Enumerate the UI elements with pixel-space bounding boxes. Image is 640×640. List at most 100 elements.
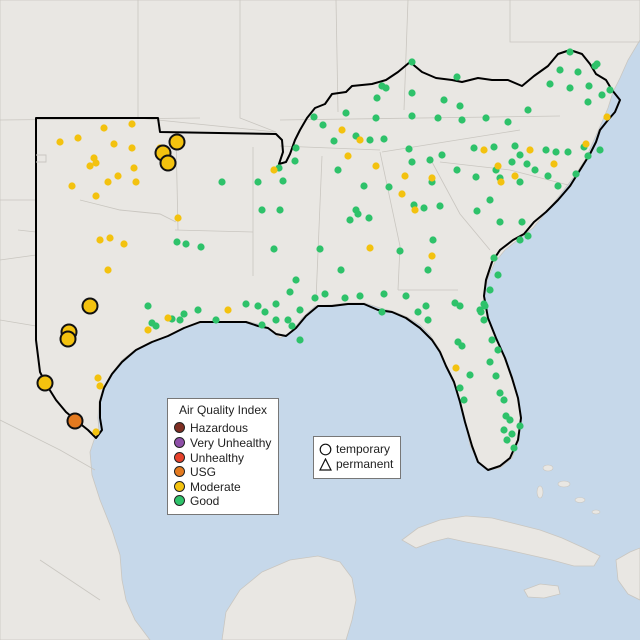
good-monitor-dot[interactable] [408, 58, 416, 66]
moderate-monitor-dot[interactable] [398, 190, 406, 198]
moderate-monitor-dot[interactable] [120, 240, 128, 248]
good-monitor-dot[interactable] [316, 245, 324, 253]
moderate-monitor-dot[interactable] [92, 192, 100, 200]
good-monitor-dot[interactable] [606, 86, 614, 94]
moderate-monitor-large[interactable] [81, 297, 99, 315]
good-monitor-dot[interactable] [408, 158, 416, 166]
moderate-monitor-dot[interactable] [104, 266, 112, 274]
good-monitor-dot[interactable] [511, 142, 519, 150]
good-monitor-dot[interactable] [486, 286, 494, 294]
moderate-monitor-dot[interactable] [74, 134, 82, 142]
good-monitor-dot[interactable] [482, 114, 490, 122]
good-monitor-dot[interactable] [481, 302, 489, 310]
good-monitor-dot[interactable] [500, 426, 508, 434]
good-monitor-dot[interactable] [593, 60, 601, 68]
good-monitor-dot[interactable] [500, 396, 508, 404]
good-monitor-dot[interactable] [438, 151, 446, 159]
good-monitor-dot[interactable] [378, 308, 386, 316]
good-monitor-dot[interactable] [254, 302, 262, 310]
good-monitor-dot[interactable] [365, 214, 373, 222]
moderate-monitor-dot[interactable] [494, 162, 502, 170]
moderate-monitor-dot[interactable] [100, 124, 108, 132]
good-monitor-dot[interactable] [518, 218, 526, 226]
good-monitor-dot[interactable] [254, 178, 262, 186]
moderate-monitor-large[interactable] [36, 374, 54, 392]
good-monitor-dot[interactable] [342, 109, 350, 117]
good-monitor-dot[interactable] [258, 206, 266, 214]
good-monitor-dot[interactable] [212, 316, 220, 324]
good-monitor-dot[interactable] [490, 143, 498, 151]
good-monitor-dot[interactable] [480, 316, 488, 324]
good-monitor-dot[interactable] [456, 302, 464, 310]
good-monitor-dot[interactable] [292, 276, 300, 284]
moderate-monitor-dot[interactable] [68, 182, 76, 190]
good-monitor-dot[interactable] [426, 156, 434, 164]
good-monitor-dot[interactable] [296, 336, 304, 344]
good-monitor-dot[interactable] [546, 80, 554, 88]
good-monitor-dot[interactable] [516, 151, 524, 159]
good-monitor-dot[interactable] [373, 94, 381, 102]
good-monitor-dot[interactable] [354, 210, 362, 218]
good-monitor-dot[interactable] [194, 306, 202, 314]
moderate-monitor-dot[interactable] [128, 120, 136, 128]
good-monitor-dot[interactable] [380, 290, 388, 298]
good-monitor-dot[interactable] [472, 173, 480, 181]
good-monitor-dot[interactable] [496, 389, 504, 397]
good-monitor-dot[interactable] [503, 436, 511, 444]
good-monitor-dot[interactable] [542, 146, 550, 154]
good-monitor-dot[interactable] [356, 292, 364, 300]
good-monitor-dot[interactable] [424, 266, 432, 274]
good-monitor-dot[interactable] [596, 146, 604, 154]
good-monitor-dot[interactable] [261, 308, 269, 316]
moderate-monitor-dot[interactable] [401, 172, 409, 180]
good-monitor-dot[interactable] [466, 371, 474, 379]
moderate-monitor-dot[interactable] [428, 252, 436, 260]
good-monitor-dot[interactable] [506, 416, 514, 424]
moderate-monitor-large[interactable] [59, 330, 77, 348]
good-monitor-dot[interactable] [360, 182, 368, 190]
good-monitor-dot[interactable] [288, 322, 296, 330]
good-monitor-dot[interactable] [531, 166, 539, 174]
good-monitor-dot[interactable] [402, 292, 410, 300]
good-monitor-dot[interactable] [319, 121, 327, 129]
moderate-monitor-dot[interactable] [550, 160, 558, 168]
moderate-monitor-dot[interactable] [497, 178, 505, 186]
good-monitor-dot[interactable] [440, 96, 448, 104]
moderate-monitor-dot[interactable] [144, 326, 152, 334]
good-monitor-dot[interactable] [566, 48, 574, 56]
good-monitor-dot[interactable] [385, 183, 393, 191]
good-monitor-dot[interactable] [574, 68, 582, 76]
good-monitor-dot[interactable] [552, 148, 560, 156]
moderate-monitor-large[interactable] [168, 133, 186, 151]
good-monitor-dot[interactable] [286, 288, 294, 296]
good-monitor-dot[interactable] [270, 245, 278, 253]
good-monitor-dot[interactable] [429, 236, 437, 244]
good-monitor-dot[interactable] [492, 372, 500, 380]
good-monitor-dot[interactable] [544, 172, 552, 180]
moderate-monitor-dot[interactable] [94, 374, 102, 382]
good-monitor-dot[interactable] [458, 342, 466, 350]
good-monitor-dot[interactable] [585, 82, 593, 90]
good-monitor-dot[interactable] [242, 300, 250, 308]
good-monitor-dot[interactable] [380, 135, 388, 143]
good-monitor-dot[interactable] [516, 178, 524, 186]
good-monitor-dot[interactable] [330, 137, 338, 145]
good-monitor-dot[interactable] [486, 196, 494, 204]
moderate-monitor-dot[interactable] [344, 152, 352, 160]
moderate-monitor-dot[interactable] [92, 428, 100, 436]
moderate-monitor-dot[interactable] [511, 172, 519, 180]
good-monitor-dot[interactable] [473, 207, 481, 215]
moderate-monitor-dot[interactable] [128, 144, 136, 152]
moderate-monitor-dot[interactable] [603, 113, 611, 121]
good-monitor-dot[interactable] [494, 346, 502, 354]
good-monitor-dot[interactable] [488, 336, 496, 344]
good-monitor-dot[interactable] [453, 166, 461, 174]
good-monitor-dot[interactable] [292, 144, 300, 152]
good-monitor-dot[interactable] [366, 136, 374, 144]
good-monitor-dot[interactable] [291, 157, 299, 165]
good-monitor-dot[interactable] [486, 358, 494, 366]
good-monitor-dot[interactable] [504, 118, 512, 126]
moderate-monitor-dot[interactable] [164, 314, 172, 322]
good-monitor-dot[interactable] [311, 294, 319, 302]
good-monitor-dot[interactable] [420, 204, 428, 212]
